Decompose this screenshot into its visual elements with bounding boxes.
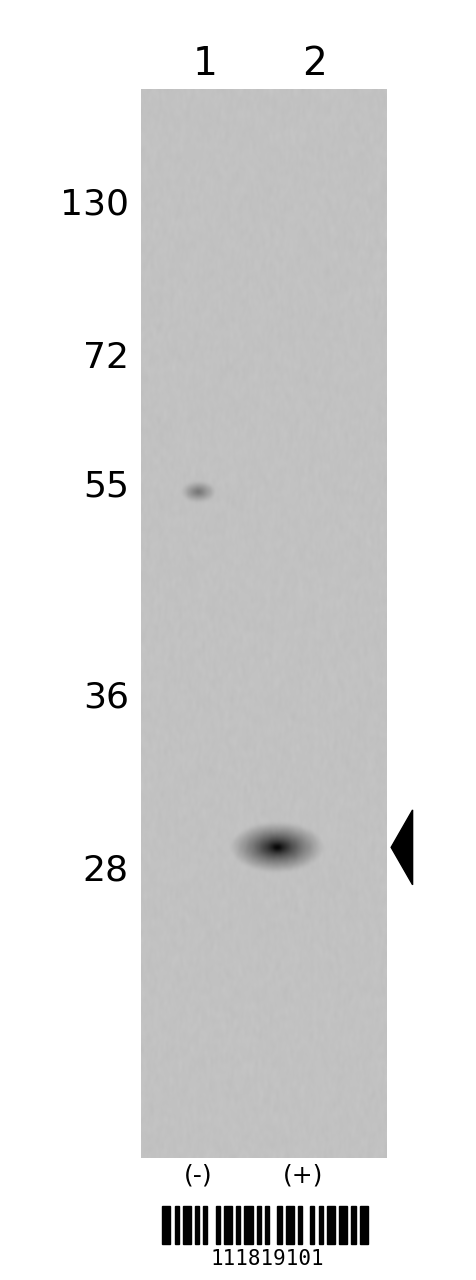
Bar [326, 1206, 334, 1244]
Polygon shape [390, 810, 412, 884]
Bar [174, 1206, 178, 1244]
Text: (-): (-) [183, 1164, 212, 1187]
Bar [277, 1206, 281, 1244]
Text: 2: 2 [302, 45, 327, 83]
Bar [338, 1206, 347, 1244]
Text: 72: 72 [83, 342, 129, 375]
Bar [265, 1206, 268, 1244]
Bar [182, 1206, 190, 1244]
Bar [215, 1206, 219, 1244]
Bar [244, 1206, 252, 1244]
Bar [359, 1206, 367, 1244]
Bar [236, 1206, 240, 1244]
Text: 1: 1 [192, 45, 217, 83]
Bar [203, 1206, 207, 1244]
Text: 36: 36 [83, 681, 129, 714]
Text: 130: 130 [60, 188, 129, 221]
Text: 55: 55 [83, 470, 129, 503]
Text: (+): (+) [282, 1164, 322, 1187]
Bar [318, 1206, 322, 1244]
Bar [162, 1206, 170, 1244]
Bar [195, 1206, 199, 1244]
Bar [285, 1206, 293, 1244]
Bar [256, 1206, 260, 1244]
Bar [351, 1206, 355, 1244]
Text: 28: 28 [82, 854, 129, 887]
Bar [298, 1206, 301, 1244]
Bar [310, 1206, 314, 1244]
Text: 111819101: 111819101 [210, 1249, 323, 1270]
Bar [223, 1206, 232, 1244]
